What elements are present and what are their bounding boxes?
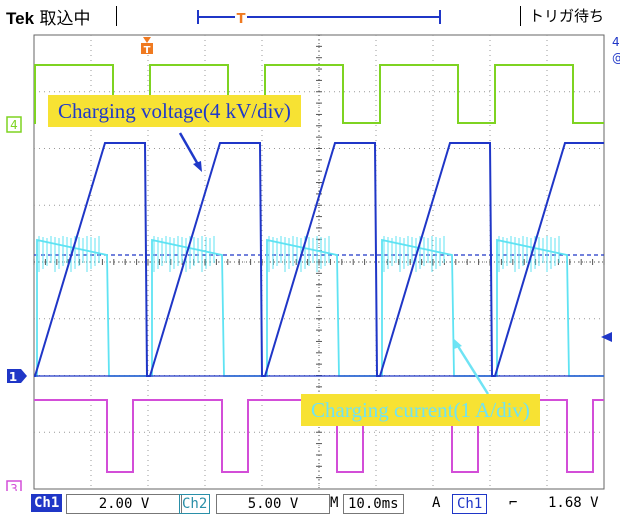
trigger-state: トリガ待ち bbox=[529, 7, 605, 25]
svg-text:T: T bbox=[237, 12, 246, 27]
acquisition-status: Tek 取込中 bbox=[6, 4, 90, 29]
bottom-status-bar: Ch1 2.00 V Ch2 5.00 V M 10.0ms A Ch1 ⌐ 1… bbox=[0, 491, 620, 516]
voltage-arrow-head bbox=[193, 161, 202, 172]
ch1-scale[interactable]: 2.00 V bbox=[66, 494, 182, 514]
trigger-level[interactable]: 1.68 V bbox=[548, 495, 599, 511]
acquisition-mode: 取込中 bbox=[39, 9, 91, 29]
current-callout-arrow bbox=[454, 342, 490, 395]
current-annotation: Charging current(1 A/div) bbox=[301, 394, 540, 426]
ch4-ground-marker[interactable]: 4 bbox=[6, 116, 22, 133]
voltage-annotation: Charging voltage(4 kV/div) bbox=[48, 95, 301, 127]
ch1-voltage-trace bbox=[34, 142, 604, 377]
ch1-ground-marker[interactable]: 1 bbox=[7, 369, 27, 384]
trigger-position-marker[interactable]: T bbox=[141, 37, 153, 56]
ch2-current-trace bbox=[34, 238, 604, 377]
ch3-marker-label: 3 bbox=[10, 482, 18, 496]
record-position-bar[interactable]: T bbox=[197, 9, 441, 27]
ch1-label[interactable]: Ch1 bbox=[31, 494, 63, 512]
ch3-trace bbox=[34, 399, 604, 473]
ch4-marker-label: 4 bbox=[10, 118, 18, 132]
current-arrow-head bbox=[453, 338, 462, 349]
voltage-callout-arrow bbox=[178, 132, 202, 169]
status-divider bbox=[116, 6, 117, 26]
svg-text:T: T bbox=[144, 45, 151, 56]
trigger-level-arrow[interactable] bbox=[601, 332, 612, 342]
edge-indicator: 4 bbox=[612, 35, 620, 49]
ch2-label[interactable]: Ch2 bbox=[179, 494, 211, 514]
edge-indicator: @ bbox=[612, 51, 620, 65]
ch4-trace bbox=[34, 64, 604, 124]
status-divider bbox=[520, 6, 521, 26]
ch2-noise bbox=[38, 236, 560, 272]
timebase-prefix: M bbox=[330, 495, 339, 511]
trigger-slope-icon: ⌐ bbox=[509, 495, 518, 511]
ch2-scale[interactable]: 5.00 V bbox=[216, 494, 330, 514]
trigger-mode: A bbox=[432, 495, 441, 511]
timebase-value[interactable]: 10.0ms bbox=[343, 494, 404, 514]
top-status-bar: Tek 取込中 トリガ待ち bbox=[0, 0, 620, 30]
brand-label: Tek bbox=[6, 9, 35, 28]
ch1-marker-label: 1 bbox=[9, 370, 17, 384]
trigger-source[interactable]: Ch1 bbox=[452, 494, 488, 514]
